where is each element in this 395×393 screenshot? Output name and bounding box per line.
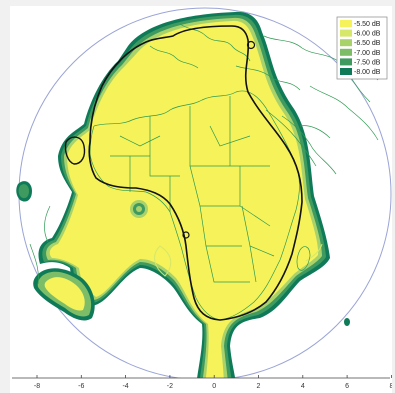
legend-swatch [340, 48, 352, 56]
x-axis-tick-label: 4 [301, 383, 305, 390]
x-axis-tick-label: 0 [212, 383, 216, 390]
x-axis: -8 -6 -4 -2 0 2 4 6 8 [12, 375, 392, 390]
legend-label: -8.00 dB [354, 69, 381, 76]
x-axis-tick-label: -6 [78, 383, 84, 390]
service-area-islands [64, 40, 256, 239]
footprint-core [49, 20, 319, 378]
legend-label: -7.50 dB [354, 59, 381, 66]
coastlines [29, 23, 379, 321]
legend-swatch [340, 20, 352, 27]
coverage-map: -5.50 dB -6.00 dB -6.50 dB -7.00 dB -7.50 dB… [10, 6, 392, 393]
legend-swatch [340, 39, 352, 47]
service-area-outline [88, 25, 303, 321]
legend-label: -6.50 dB [354, 40, 381, 47]
footprint-side-lobes [16, 181, 350, 326]
legend-label: -7.00 dB [354, 50, 381, 57]
map-legend: -5.50 dB -6.00 dB -6.50 dB -7.00 dB -7.50 dB… [336, 16, 388, 80]
x-axis-tick-label: 2 [257, 383, 261, 390]
x-axis-tick-label: 8 [389, 383, 392, 390]
x-axis-tick-label: -4 [122, 383, 128, 390]
x-axis-tick-label: -2 [167, 383, 173, 390]
legend-swatch [340, 29, 352, 37]
legend-label: -5.50 dB [354, 21, 381, 28]
legend-swatch [340, 58, 352, 66]
x-axis-tick-label: -8 [34, 383, 40, 390]
map-canvas: -5.50 dB -6.00 dB -6.50 dB -7.00 dB -7.50 dB… [12, 7, 392, 390]
legend-label: -6.00 dB [354, 31, 381, 38]
coverage-footprint [38, 11, 330, 378]
legend-swatch [340, 68, 352, 75]
x-axis-tick-label: 6 [345, 383, 349, 390]
